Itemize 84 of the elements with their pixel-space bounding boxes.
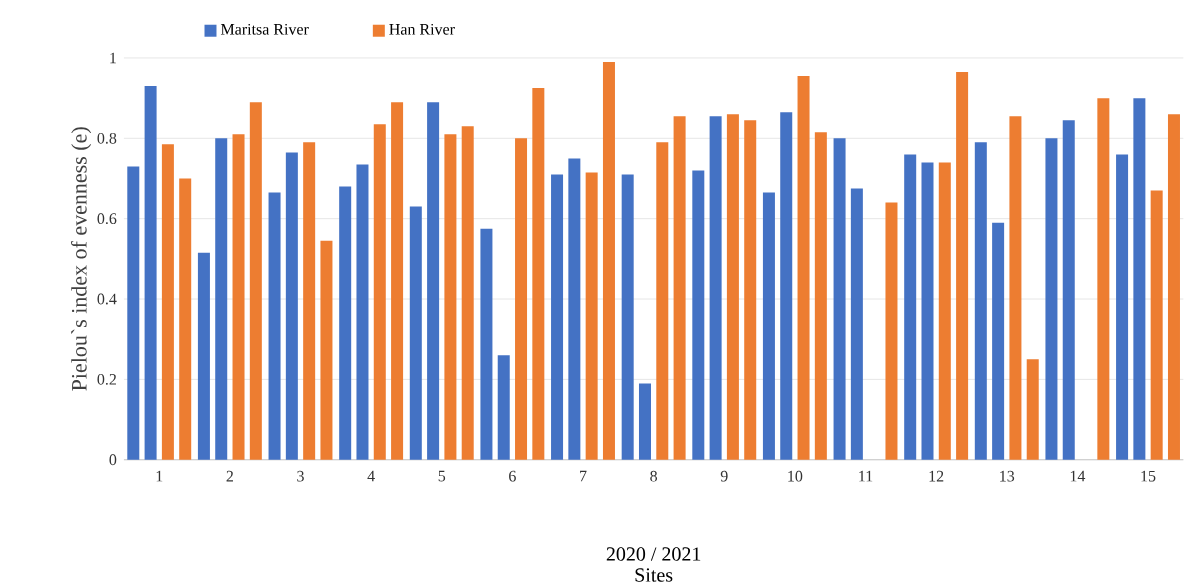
bar: [197, 252, 210, 460]
y-tick-label: 0.4: [97, 293, 117, 305]
text: 2020 / 2021: [606, 547, 701, 561]
bar: [391, 101, 404, 460]
bar: [585, 172, 598, 460]
x-axis-title: Sites: [635, 568, 673, 582]
y-axis-title: Pielou`s index of evenness (e): [70, 127, 92, 391]
x-tick-label: 2: [226, 470, 233, 482]
bar: [285, 152, 298, 460]
bar: [621, 174, 634, 460]
bar: [938, 162, 951, 460]
bar: [850, 188, 863, 460]
bar: [904, 154, 917, 460]
bar: [656, 142, 669, 460]
x-tick-label: 6: [509, 470, 516, 482]
bar: [303, 142, 316, 460]
x-tick-label: 8: [650, 470, 658, 482]
bar: [673, 116, 686, 460]
bar: [144, 85, 157, 460]
bar: [744, 120, 757, 460]
y-tick-label: 0.8: [97, 132, 117, 144]
y-tick-label: 0: [109, 454, 117, 465]
bar: [1026, 359, 1039, 460]
bar: [726, 114, 739, 460]
bar: [161, 144, 174, 460]
bar: [638, 383, 651, 460]
bar: [1045, 138, 1058, 460]
x-tick-label: 14: [1070, 470, 1086, 482]
bar: [1150, 190, 1163, 460]
x-tick-label: 9: [720, 470, 728, 482]
bar: [444, 134, 457, 460]
x-tick-label: 5: [438, 470, 446, 482]
x-tick-label: 13: [1000, 470, 1015, 482]
bar: [268, 192, 281, 460]
bar: [249, 101, 262, 460]
bar: [974, 142, 987, 460]
bar: [692, 170, 705, 460]
x-tick-label: 12: [929, 470, 944, 482]
bar: [215, 138, 228, 460]
bar: [339, 186, 352, 460]
bar: [992, 222, 1005, 460]
bar: [480, 228, 493, 460]
bar: [373, 124, 386, 460]
x-tick-label: 7: [580, 470, 587, 482]
bar: [762, 192, 775, 460]
bar: [515, 138, 528, 460]
bar: [232, 134, 245, 460]
bar: [409, 206, 422, 460]
y-tick-label: 0.2: [97, 373, 116, 385]
legend-label: Maritsa River: [220, 23, 309, 35]
bar: [568, 158, 581, 460]
bar: [320, 240, 333, 460]
bar: [709, 116, 722, 460]
bar: [1009, 116, 1022, 460]
bar: [1167, 114, 1180, 460]
bar: [356, 164, 369, 460]
bar: [780, 112, 793, 460]
x-tick-label: 10: [788, 470, 803, 482]
bar: [885, 202, 898, 460]
y-tick-label: 0.6: [97, 213, 117, 224]
bar: [532, 87, 545, 460]
bar: [956, 71, 969, 460]
bar: [497, 355, 510, 460]
y-tick-label: 1: [110, 52, 116, 64]
bar: [602, 61, 615, 460]
bar: [1097, 97, 1110, 460]
bar: [427, 101, 440, 460]
bar: [461, 126, 474, 460]
x-tick-label: 3: [297, 470, 304, 482]
legend-label: Han River: [389, 23, 455, 35]
bar: [1062, 120, 1075, 460]
bar: [179, 178, 192, 460]
bar: [551, 174, 564, 460]
x-tick-label: 4: [367, 470, 375, 482]
bar: [1133, 97, 1146, 460]
bar: [833, 138, 846, 460]
x-tick-label: 1: [156, 470, 163, 482]
bar: [814, 132, 827, 460]
x-tick-label: 15: [1141, 470, 1156, 482]
bar: [127, 166, 140, 460]
x-tick-label: 11: [859, 470, 873, 482]
bar: [921, 162, 934, 460]
bar: [1116, 154, 1129, 460]
bar: [797, 75, 810, 460]
